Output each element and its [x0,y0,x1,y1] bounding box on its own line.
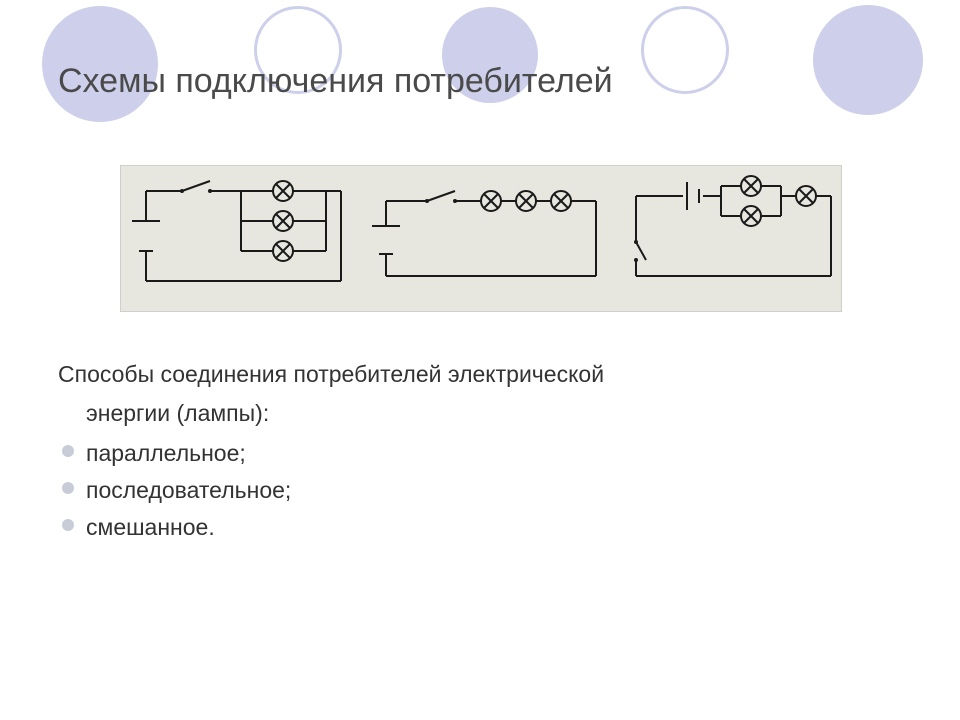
intro-line-2: энергии (лампы): [58,397,604,430]
deco-circle [813,5,923,115]
list-item: параллельное; [58,437,604,470]
bullet-list: параллельное; последовательное; смешанно… [58,437,604,545]
list-item: последовательное; [58,474,604,507]
body-block: Способы соединения потребителей электрич… [58,358,604,549]
slide-root: Схемы подключения потребителей Способы с… [0,0,960,720]
deco-circle [641,6,729,94]
circuit-svg [121,166,841,311]
intro-line-1: Способы соединения потребителей электрич… [58,358,604,391]
circuit-diagrams [120,165,842,312]
page-title: Схемы подключения потребителей [58,62,613,101]
list-item: смешанное. [58,511,604,544]
